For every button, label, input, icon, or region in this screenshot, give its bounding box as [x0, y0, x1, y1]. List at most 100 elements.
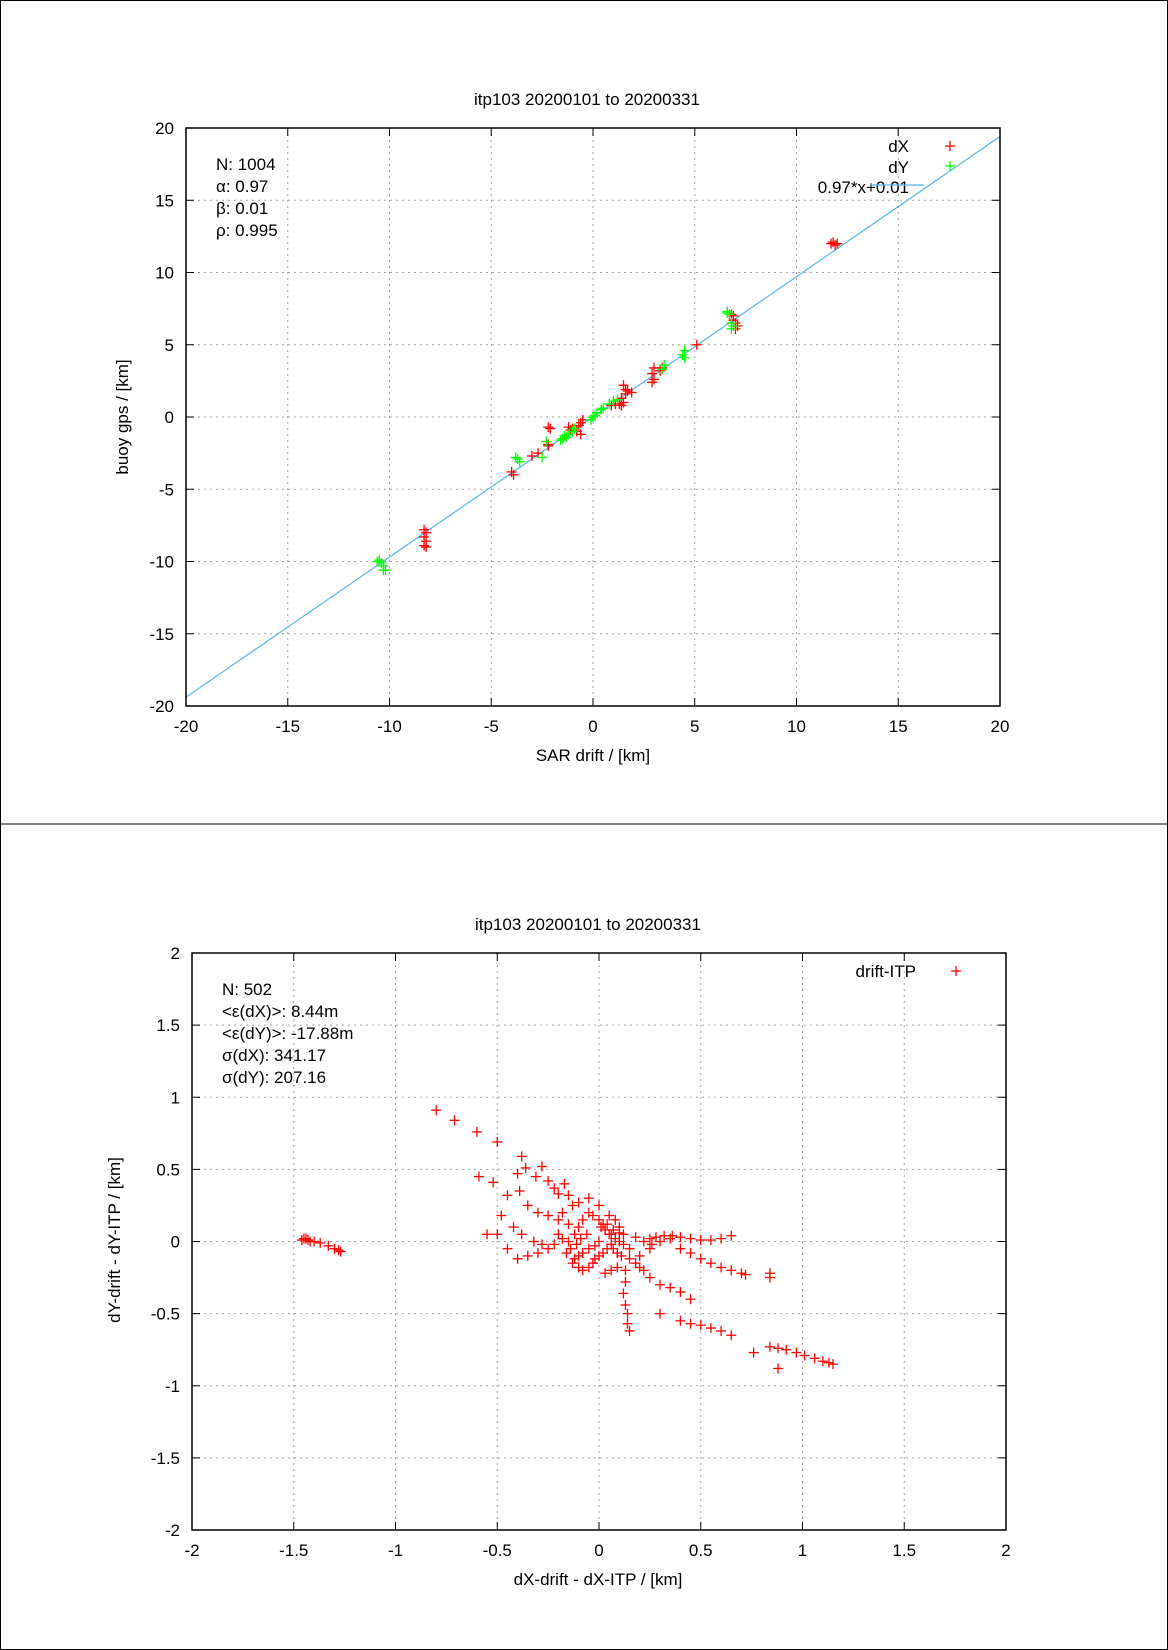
y-tick-label: -1.5 — [151, 1449, 180, 1468]
point-dy — [724, 309, 735, 320]
y-tick-label: 1.5 — [156, 1016, 180, 1035]
point-drift-itp — [471, 1126, 482, 1137]
point-drift-itp — [553, 1214, 564, 1225]
point-dx — [543, 440, 554, 451]
point-drift-itp — [622, 1318, 633, 1329]
point-drift-itp — [655, 1279, 666, 1290]
point-drift-itp — [695, 1320, 706, 1331]
point-dx — [606, 400, 617, 411]
x-tick-label: -2 — [184, 1541, 199, 1560]
point-drift-itp — [589, 1253, 600, 1264]
point-drift-itp — [557, 1233, 568, 1244]
point-drift-itp — [675, 1232, 686, 1243]
point-drift-itp — [705, 1258, 716, 1269]
point-dy — [598, 403, 609, 414]
x-tick-label: -15 — [275, 717, 300, 736]
x-tick-label: -20 — [174, 717, 199, 736]
point-dx — [545, 423, 556, 434]
point-drift-itp — [512, 1253, 523, 1264]
point-drift-itp — [624, 1243, 635, 1254]
stat-line: <ε(dY)>: -17.88m — [222, 1024, 353, 1043]
point-drift-itp — [748, 1347, 759, 1358]
legend-marker-dy — [945, 161, 955, 171]
point-dx — [832, 238, 843, 249]
point-drift-itp — [764, 1341, 775, 1352]
point-drift-itp — [492, 1229, 503, 1240]
legend-label-drift-itp: drift-ITP — [856, 962, 916, 981]
point-dx — [618, 380, 629, 391]
point-drift-itp — [781, 1344, 792, 1355]
point-drift-itp — [638, 1265, 649, 1276]
stat-line: ρ: 0.995 — [216, 221, 278, 240]
point-drift-itp — [583, 1243, 594, 1254]
point-drift-itp — [587, 1258, 598, 1269]
point-drift-itp — [726, 1230, 737, 1241]
point-drift-itp — [520, 1162, 531, 1173]
point-drift-itp — [516, 1151, 527, 1162]
point-drift-itp — [726, 1265, 737, 1276]
point-drift-itp — [449, 1115, 460, 1126]
legend-markers — [870, 141, 955, 186]
x-axis-label: dX-drift - dX-ITP / [km] — [514, 1570, 683, 1589]
point-drift-itp — [502, 1243, 513, 1254]
point-drift-itp — [685, 1318, 696, 1329]
y-tick-label: -1 — [165, 1377, 180, 1396]
point-drift-itp — [563, 1190, 574, 1201]
point-dy — [657, 364, 668, 375]
x-tick-label: 0.5 — [689, 1541, 713, 1560]
point-drift-itp — [624, 1325, 635, 1336]
point-drift-itp — [594, 1200, 604, 1211]
x-tick-label: 20 — [991, 717, 1010, 736]
point-drift-itp — [616, 1250, 627, 1261]
point-drift-itp — [612, 1262, 623, 1273]
point-drift-itp — [823, 1357, 834, 1368]
point-drift-itp — [528, 1236, 539, 1247]
point-drift-itp — [587, 1210, 598, 1221]
ticks: -20 -15 -10 -5 0 5 10 15 20 -20 -15 -10 -5 0 5 10 15 20 — [149, 119, 1009, 736]
point-drift-itp — [553, 1229, 564, 1240]
point-drift-itp — [514, 1186, 525, 1197]
point-drift-itp — [569, 1253, 580, 1264]
point-drift-itp — [726, 1330, 737, 1341]
point-drift-itp — [695, 1253, 706, 1264]
x-tick-label: -1 — [388, 1541, 403, 1560]
point-drift-itp — [685, 1233, 696, 1244]
y-tick-label: 15 — [155, 191, 174, 210]
point-drift-itp — [620, 1299, 631, 1310]
stat-line: σ(dY): 207.16 — [222, 1068, 326, 1087]
y-tick-label: -20 — [149, 697, 174, 716]
point-drift-itp — [596, 1222, 607, 1233]
point-dy — [722, 307, 733, 318]
legend-label-dy: dY — [888, 158, 909, 177]
point-drift-itp — [549, 1183, 560, 1194]
point-dx — [543, 422, 554, 433]
point-drift-itp — [655, 1236, 666, 1247]
point-dy — [510, 452, 521, 463]
point-drift-itp — [610, 1214, 621, 1225]
y-tick-label: -0.5 — [151, 1305, 180, 1324]
point-drift-itp — [431, 1105, 442, 1116]
point-drift-itp — [604, 1229, 615, 1240]
stat-line: α: 0.97 — [216, 177, 268, 196]
stat-line: <ε(dX)>: 8.44m — [222, 1002, 338, 1021]
plot-frame — [191, 952, 1007, 1531]
point-drift-itp — [335, 1246, 346, 1257]
point-dy — [555, 435, 566, 446]
point-drift-itp — [502, 1190, 513, 1201]
point-drift-itp — [675, 1315, 686, 1326]
point-drift-itp — [764, 1272, 775, 1283]
point-drift-itp — [530, 1171, 541, 1182]
point-drift-itp — [608, 1243, 619, 1254]
point-dy — [557, 433, 568, 444]
point-drift-itp — [532, 1207, 543, 1218]
point-dx — [526, 451, 537, 462]
point-dx — [647, 368, 658, 379]
point-dx — [830, 240, 841, 251]
point-drift-itp — [618, 1239, 629, 1250]
point-drift-itp — [567, 1258, 578, 1269]
y-tick-label: 0 — [165, 408, 174, 427]
point-drift-itp — [302, 1235, 313, 1246]
stat-line: N: 1004 — [216, 155, 276, 174]
point-drift-itp — [685, 1294, 696, 1305]
